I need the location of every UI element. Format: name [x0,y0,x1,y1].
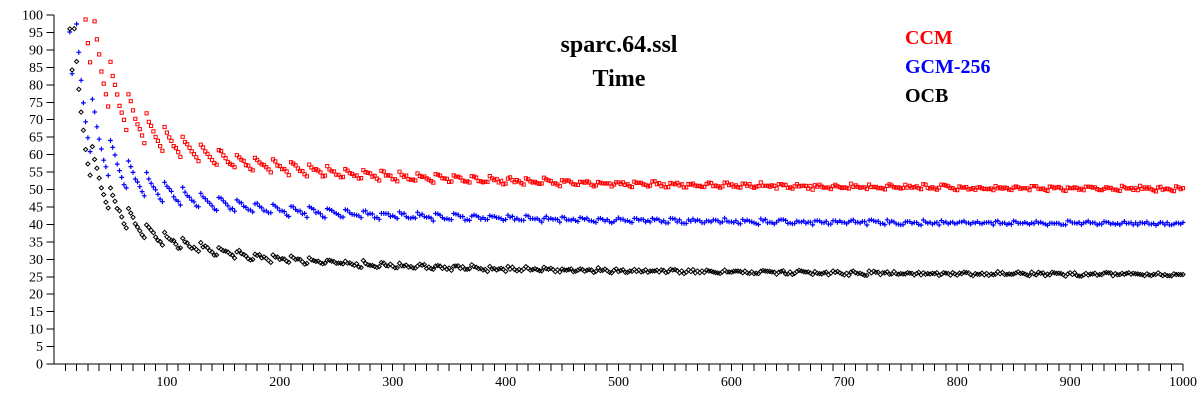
y-tick-label: 0 [36,358,43,373]
y-tick-label: 80 [29,78,43,93]
chart-subtitle: Time [592,66,646,92]
legend: CCM GCM-256 OCB [905,24,991,111]
y-tick-label: 10 [29,323,43,338]
x-tick-label: 600 [721,375,742,390]
y-tick-label: 90 [29,43,43,58]
y-tick-label: 25 [29,270,43,285]
series-ocb-markers [66,25,1186,280]
y-tick-label: 35 [29,235,43,250]
y-tick-label: 85 [29,61,43,76]
legend-item-gcm-256: GCM-256 [905,56,991,78]
x-tick-label: 1000 [1169,375,1197,390]
x-tick-label: 200 [269,375,290,390]
chart-title: sparc.64.ssl [560,32,678,58]
x-tick-label: 500 [608,375,629,390]
x-tick-label: 700 [834,375,855,390]
y-tick-label: 70 [29,113,43,128]
y-tick-label: 30 [29,253,43,268]
x-tick-label: 800 [947,375,968,390]
y-tick-label: 55 [29,166,43,181]
y-tick-label: 95 [29,26,43,41]
x-tick-label: 300 [382,375,403,390]
x-tick-label: 900 [1060,375,1081,390]
y-tick-label: 5 [36,340,43,355]
x-tick-label: 100 [156,375,177,390]
x-tick-label: 400 [495,375,516,390]
y-tick-label: 75 [29,96,43,111]
legend-item-ocb: OCB [905,85,949,107]
y-tick-label: 100 [22,9,43,24]
y-tick-label: 60 [29,148,43,163]
y-tick-label: 40 [29,218,43,233]
series-ccm-markers [83,17,1186,194]
y-tick-label: 45 [29,200,43,215]
y-tick-label: 15 [29,305,43,320]
y-tick-label: 20 [29,288,43,303]
legend-item-ccm: CCM [905,27,953,49]
y-tick-label: 50 [29,183,43,198]
y-tick-label: 65 [29,131,43,146]
series-gcm-256-markers [67,21,1186,228]
